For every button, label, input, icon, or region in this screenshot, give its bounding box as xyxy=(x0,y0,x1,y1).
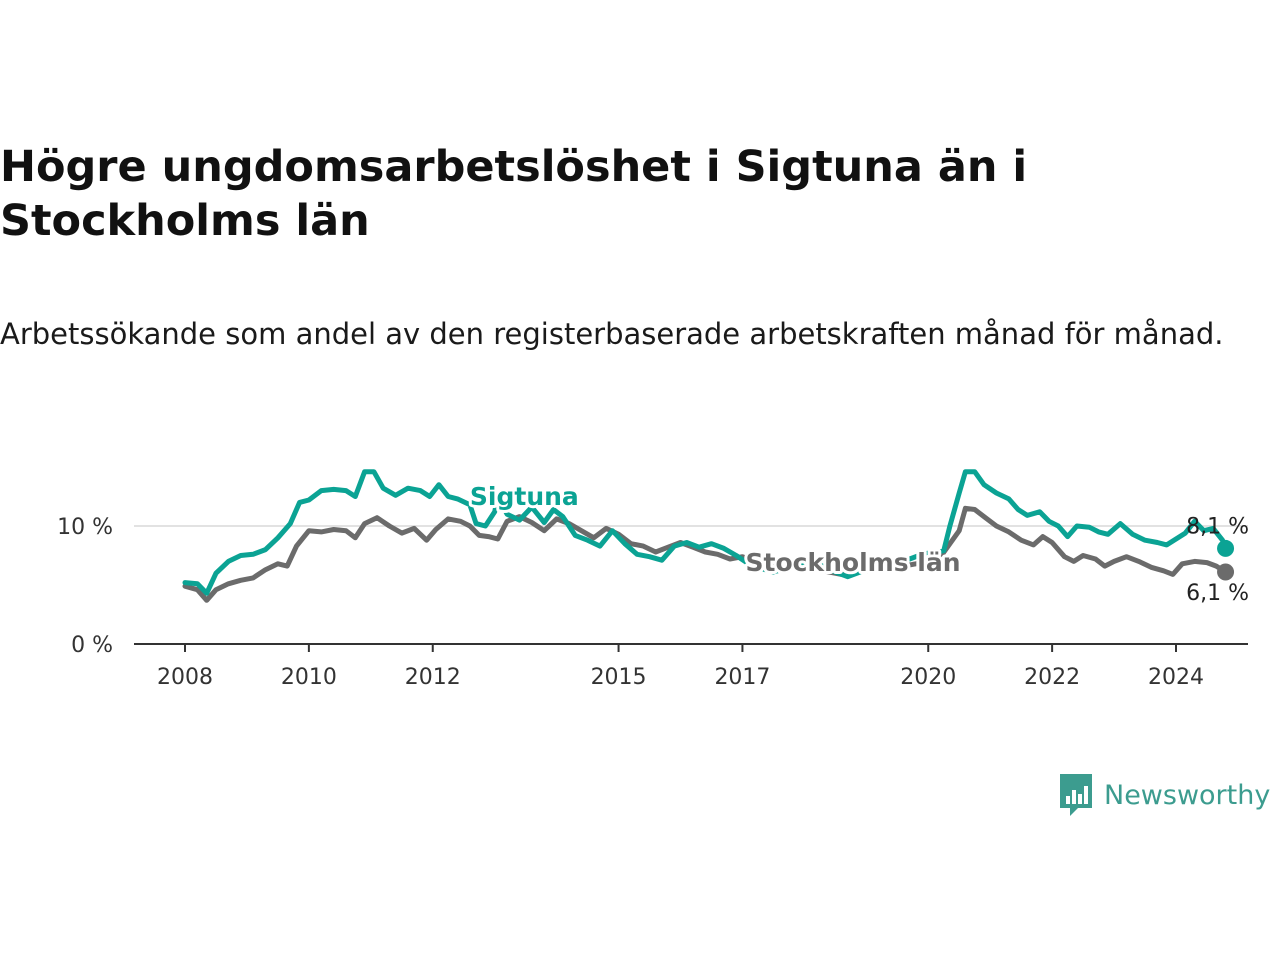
series-label-stockholms-lan: Stockholms län xyxy=(746,548,961,577)
series-line-sigtuna xyxy=(182,469,1228,596)
chart-subtitle: Arbetssökande som andel av den registerb… xyxy=(0,317,1224,351)
series-line-stockholms-lan xyxy=(182,505,1228,603)
chart-title: Högre ungdomsarbetslöshet i Sigtuna än i… xyxy=(0,142,1028,246)
x-tick-label: 2020 xyxy=(900,665,956,690)
x-tick-label: 2017 xyxy=(714,665,770,690)
x-tick-label: 2022 xyxy=(1024,665,1080,690)
x-axis xyxy=(134,643,1248,652)
series-lines xyxy=(182,469,1235,603)
end-value-label-sigtuna: 8,1 % xyxy=(1186,514,1249,539)
series-label-sigtuna: Sigtuna xyxy=(470,482,579,511)
series-end-marker-sigtuna xyxy=(1217,539,1235,557)
series-end-marker-stockholms-lan xyxy=(1217,563,1235,581)
newsworthy-logo[interactable]: Newsworthy xyxy=(1058,772,1270,818)
end-value-label-stockholms-lan: 6,1 % xyxy=(1186,581,1249,606)
y-tick-label: 10 % xyxy=(57,515,113,540)
newsworthy-logo-text: Newsworthy xyxy=(1104,779,1271,811)
x-tick-label: 2024 xyxy=(1148,665,1204,690)
newsworthy-logo-icon xyxy=(1060,774,1092,816)
labels: 0 % 10 % 2008 2010 2012 2015 2017 2020 2022 2024 S… xyxy=(57,479,1249,690)
x-tick-label: 2012 xyxy=(405,665,461,690)
x-tick-label: 2010 xyxy=(281,665,337,690)
x-tick-label: 2015 xyxy=(591,665,647,690)
y-tick-label: 0 % xyxy=(71,633,113,658)
x-tick-label: 2008 xyxy=(157,665,213,690)
line-chart: 0 % 10 % 2008 2010 2012 2015 2017 2020 2022 2024 S… xyxy=(57,469,1249,690)
